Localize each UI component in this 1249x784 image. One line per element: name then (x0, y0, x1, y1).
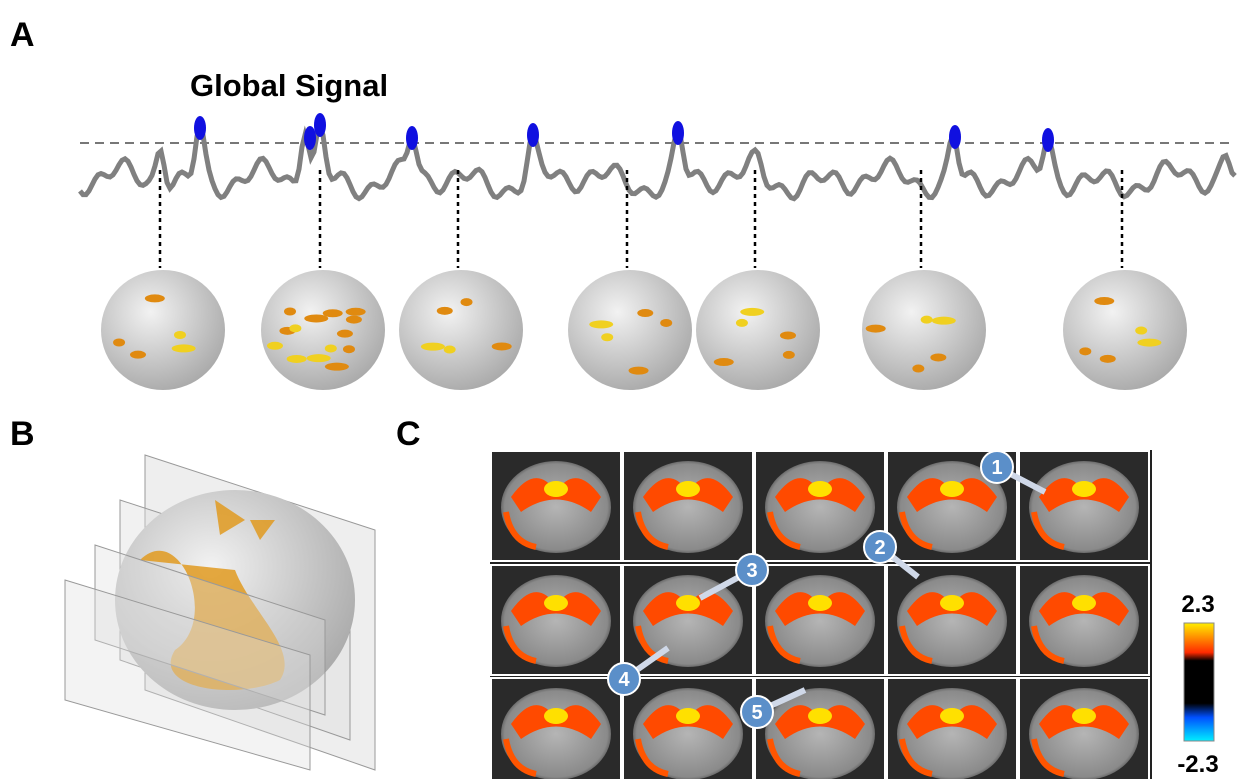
slice-hot (1072, 481, 1096, 497)
slice-hot (808, 481, 832, 497)
activation (492, 342, 512, 350)
activation (444, 346, 456, 354)
activation (1137, 339, 1161, 347)
slice-hot (808, 708, 832, 724)
activation (337, 330, 353, 338)
activation (780, 331, 796, 339)
activation (1100, 355, 1116, 363)
figure: A Global Signal B C 1 2 3 4 5 2.3 -2.3 (0, 0, 1249, 779)
slice-hot (544, 481, 568, 497)
marker-label: 3 (746, 560, 757, 582)
slice-hot (808, 595, 832, 611)
activation (113, 338, 125, 346)
peak-blob (304, 126, 316, 150)
page: A Global Signal B C 12345 2.3 -2.3 (() =… (0, 0, 1249, 784)
plot-title: Global Signal (190, 68, 388, 103)
activation (325, 363, 349, 371)
activation (130, 351, 146, 359)
brain (1063, 270, 1187, 390)
activation (437, 307, 453, 315)
activation (461, 298, 473, 306)
activation (714, 358, 734, 366)
activation (421, 343, 445, 351)
activation (284, 307, 296, 315)
activation (1094, 297, 1114, 305)
activation (267, 342, 283, 350)
activation (912, 365, 924, 373)
peak-blob (949, 125, 961, 149)
activation (601, 333, 613, 341)
brain (399, 270, 523, 390)
activation (932, 317, 956, 325)
slice-hot (940, 481, 964, 497)
activation (172, 344, 196, 352)
slice-hot (940, 708, 964, 724)
signal-trace (80, 113, 1235, 199)
activation (637, 309, 653, 317)
peak-blob (406, 126, 418, 150)
activation (289, 324, 301, 332)
peak-blob (194, 116, 206, 140)
colorbar-max: 2.3 (1181, 591, 1214, 618)
activation (783, 351, 795, 359)
trace-line (80, 125, 1235, 199)
marker-label: 5 (751, 702, 762, 724)
activation (323, 309, 343, 317)
activation (1135, 327, 1147, 335)
marker-label: 1 (991, 457, 1002, 479)
activation (145, 294, 165, 302)
activation (921, 316, 933, 324)
colorbar (1184, 623, 1214, 741)
slice-hot (940, 595, 964, 611)
activation (343, 345, 355, 353)
slice-hot (544, 595, 568, 611)
activation (346, 316, 362, 324)
activation (325, 344, 337, 352)
brain (696, 270, 820, 390)
peak-blob (314, 113, 326, 137)
activation (174, 331, 186, 339)
brain-row (101, 170, 1187, 390)
activation (1079, 347, 1091, 355)
activation (346, 308, 366, 316)
colorbar-min: -2.3 (1177, 751, 1218, 778)
activation (866, 325, 886, 333)
brain-3d (65, 455, 375, 770)
activation (304, 314, 328, 322)
activation (307, 354, 331, 362)
peak-blob (1042, 128, 1054, 152)
slice-hot (676, 481, 700, 497)
peak-blob (672, 121, 684, 145)
activation (740, 308, 764, 316)
slice-hot (1072, 708, 1096, 724)
activation (287, 355, 307, 363)
panel-label: C (396, 415, 421, 453)
activation (930, 353, 946, 361)
marker-label: 2 (874, 537, 885, 559)
slice-hot (676, 708, 700, 724)
activation (660, 319, 672, 327)
panel-label: A (10, 16, 35, 54)
peak-blob (527, 123, 539, 147)
brain (101, 270, 225, 390)
panel-label: B (10, 415, 35, 453)
slice-hot (1072, 595, 1096, 611)
activation (589, 320, 613, 328)
slice-hot (544, 708, 568, 724)
marker-label: 4 (618, 669, 630, 691)
activation (736, 319, 748, 327)
slice-hot (676, 595, 700, 611)
slice-grid (490, 450, 1152, 779)
activation (629, 367, 649, 375)
